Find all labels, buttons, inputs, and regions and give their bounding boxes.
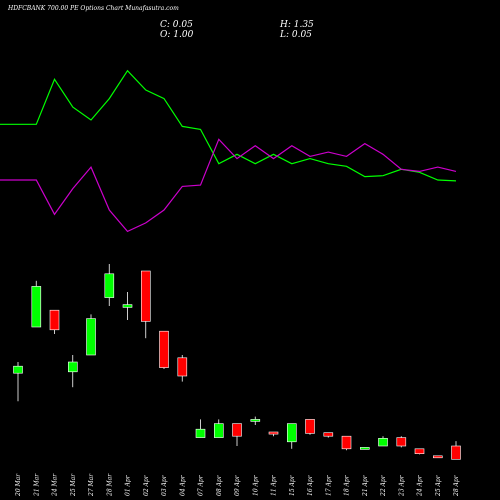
candle <box>104 264 115 306</box>
line-series-0 <box>0 69 457 182</box>
high-value: H: 1.35 <box>280 20 314 30</box>
x-tick-label: 17 Apr <box>325 474 332 496</box>
x-tick-label: 04 Apr <box>179 474 186 496</box>
candle <box>49 309 60 334</box>
candle-body <box>359 447 370 450</box>
candle <box>68 355 78 388</box>
x-tick-label: 24 Mar <box>52 473 59 497</box>
candle-body <box>451 445 461 460</box>
chart-title: HDFCBANK 700.00 PE Options Chart Munafas… <box>8 5 179 12</box>
candle <box>323 432 334 438</box>
candle <box>359 447 370 450</box>
candle-body <box>141 270 151 322</box>
candle <box>250 416 261 425</box>
x-tick-label: 09 Apr <box>234 474 241 496</box>
candle <box>414 448 425 455</box>
line-series-1 <box>0 138 457 233</box>
candle-body <box>195 428 206 438</box>
candle-body <box>378 437 388 447</box>
candle-body <box>13 365 23 374</box>
candle-body <box>432 455 443 459</box>
x-tick-label: 18 Apr <box>344 474 351 496</box>
candle-body <box>341 435 352 450</box>
candle <box>214 419 224 438</box>
x-tick-label: 25 Apr <box>435 474 442 497</box>
x-tick-label: 25 Mar <box>70 473 77 497</box>
x-tick-label: 11 Apr <box>271 474 278 496</box>
x-tick-label: 22 Apr <box>380 474 387 497</box>
close-value: C: 0.05 <box>160 20 193 30</box>
candle-body <box>214 423 224 438</box>
candle <box>451 441 461 460</box>
candle <box>305 419 315 435</box>
x-axis-labels: 20 Mar 21 Mar 24 Mar 25 Mar 27 Mar 28 Mar 01 A… <box>15 473 460 497</box>
candle <box>286 423 297 449</box>
candle-body <box>414 448 425 454</box>
x-tick-label: 02 Apr <box>143 474 150 496</box>
candle-body <box>86 318 96 356</box>
candle <box>177 355 188 382</box>
candlestick-panel <box>13 264 461 460</box>
x-tick-label: 24 Apr <box>417 474 424 497</box>
low-value: L: 0.05 <box>280 30 312 40</box>
candle-body <box>305 419 315 434</box>
open-value: O: 1.00 <box>160 30 194 40</box>
candle-body <box>122 304 133 308</box>
x-tick-label: 07 Apr <box>198 474 205 496</box>
x-tick-label: 27 Mar <box>88 473 95 497</box>
candle-body <box>232 423 242 437</box>
x-tick-label: 01 Apr <box>125 474 132 496</box>
candle-body <box>177 357 188 377</box>
line-panel <box>0 69 457 233</box>
x-tick-label: 03 Apr <box>161 474 168 496</box>
candle-body <box>396 437 407 447</box>
candle <box>159 330 169 369</box>
x-tick-label: 10 Apr <box>252 474 259 496</box>
candle <box>396 436 407 448</box>
candle <box>232 423 242 446</box>
candle-body <box>250 419 261 422</box>
x-tick-label: 23 Apr <box>398 474 405 497</box>
x-tick-label: 28 Mar <box>106 473 113 497</box>
x-tick-label: 15 Apr <box>289 474 296 496</box>
candle <box>195 419 206 438</box>
x-tick-label: 21 Mar <box>33 473 40 497</box>
candle <box>432 455 443 459</box>
candle <box>141 270 151 339</box>
candle <box>268 431 279 437</box>
candle-body <box>323 432 334 437</box>
candle-body <box>268 431 279 435</box>
x-tick-label: 08 Apr <box>216 474 223 496</box>
candle <box>122 292 133 320</box>
candle-body <box>31 286 42 328</box>
x-tick-label: 16 Apr <box>307 474 314 496</box>
candle-body <box>159 330 169 368</box>
candle <box>378 436 388 447</box>
candle <box>31 280 42 328</box>
candle-body <box>68 361 78 373</box>
candle <box>86 314 96 356</box>
candle <box>341 435 352 451</box>
candle-body <box>104 273 115 298</box>
x-tick-label: 21 Apr <box>362 474 369 497</box>
candle <box>13 362 23 402</box>
candle-body <box>49 309 60 331</box>
candle-body <box>286 423 297 443</box>
x-tick-label: 28 Apr <box>453 474 460 497</box>
x-tick-label: 20 Mar <box>15 473 22 497</box>
